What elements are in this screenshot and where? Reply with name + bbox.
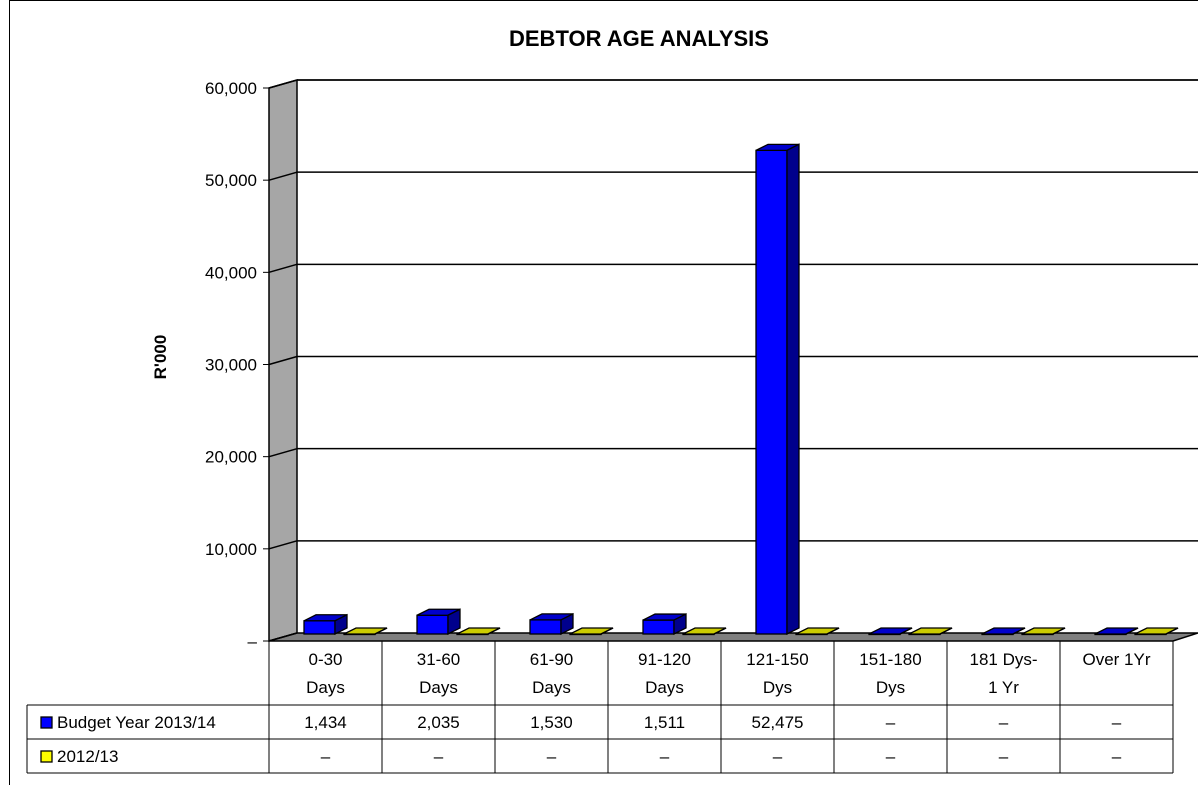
y-tick-label: 40,000: [205, 263, 257, 282]
bar-side: [899, 627, 913, 635]
chart-title: DEBTOR AGE ANALYSIS: [509, 26, 769, 51]
x-tick-label: 151-180: [859, 650, 921, 669]
legend-label: 2012/13: [57, 747, 118, 766]
x-tick-label: Dys: [876, 678, 905, 697]
bar: [303, 620, 336, 635]
x-tick-label: 1 Yr: [988, 678, 1019, 697]
bar-side: [1012, 627, 1026, 635]
data-label: –: [886, 713, 896, 732]
bar: [755, 149, 788, 635]
data-label: –: [660, 747, 670, 766]
y-tick-label: 60,000: [205, 79, 257, 98]
x-tick-label: 61-90: [530, 650, 573, 669]
legend-swatch: [40, 716, 53, 729]
y-tick-label: 10,000: [205, 540, 257, 559]
y-tick-label: 50,000: [205, 171, 257, 190]
y-tick-label: 20,000: [205, 448, 257, 467]
x-tick-label: Dys: [763, 678, 792, 697]
wall-gridline: [268, 540, 298, 550]
data-label: –: [1112, 713, 1122, 732]
bar-side: [1165, 627, 1179, 635]
data-label: 2,035: [417, 713, 460, 732]
bar-side: [334, 613, 348, 636]
wall-gridline: [268, 263, 298, 274]
wall-gridline: [268, 171, 298, 181]
floor: [268, 632, 1198, 642]
data-label: –: [886, 747, 896, 766]
bar-side: [673, 613, 687, 636]
bar-side: [939, 627, 953, 635]
bar-side: [600, 627, 614, 635]
bar-side: [786, 143, 800, 636]
data-label: –: [321, 747, 331, 766]
bar-side: [447, 608, 461, 636]
x-tick-label: Days: [645, 678, 684, 697]
data-label: –: [1112, 747, 1122, 766]
bar: [642, 619, 675, 635]
bar-side: [487, 627, 501, 635]
data-label: –: [547, 747, 557, 766]
x-tick-label: Over 1Yr: [1082, 650, 1150, 669]
y-axis-label: R'000: [151, 335, 170, 380]
data-label: –: [773, 747, 783, 766]
bar-side: [713, 627, 727, 635]
x-tick-label: 121-150: [746, 650, 808, 669]
x-tick-label: Days: [532, 678, 571, 697]
data-label: 1,511: [644, 713, 685, 732]
wall-gridline: [268, 79, 298, 89]
data-label: 1,530: [530, 713, 573, 732]
bar-side: [374, 627, 388, 635]
data-label: –: [434, 747, 444, 766]
bar: [529, 619, 562, 635]
x-tick-label: 0-30: [308, 650, 342, 669]
bar: [416, 614, 449, 635]
y-tick-label: 30,000: [205, 356, 257, 375]
wall-gridline: [268, 447, 298, 458]
x-tick-label: Days: [419, 678, 458, 697]
legend-label: Budget Year 2013/14: [57, 713, 216, 732]
data-label: –: [999, 747, 1009, 766]
wall-gridline: [268, 355, 298, 366]
wall-gridline: [268, 632, 298, 642]
x-tick-label: 181 Dys-: [969, 650, 1037, 669]
y-tick-label: –: [248, 632, 258, 651]
data-label: 1,434: [304, 713, 347, 732]
x-tick-label: 91-120: [638, 650, 691, 669]
x-tick-label: 31-60: [417, 650, 460, 669]
bar-side: [1052, 627, 1066, 635]
data-label: –: [999, 713, 1009, 732]
data-label: 52,475: [752, 713, 804, 732]
bar-side: [1125, 627, 1139, 635]
legend-swatch: [40, 750, 53, 763]
bar-side: [826, 627, 840, 635]
x-tick-label: Days: [306, 678, 345, 697]
bar-side: [560, 612, 574, 636]
chart-frame: [9, 0, 1198, 785]
